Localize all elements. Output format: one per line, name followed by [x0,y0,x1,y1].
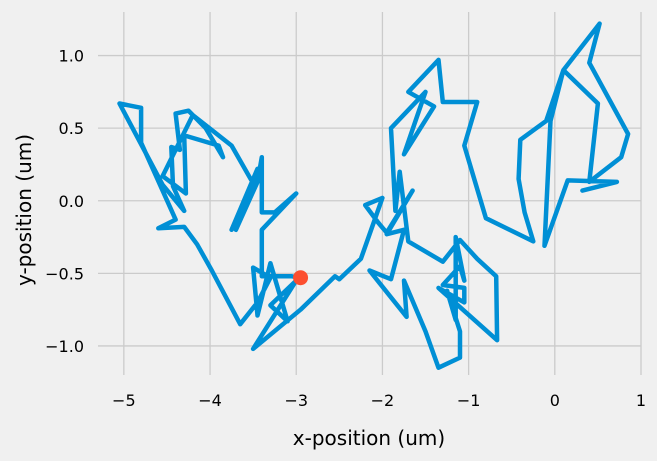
y-tick-label: 1.0 [59,47,84,66]
y-axis-ticks: −1.0 −0.5 0.0 0.5 1.0 [45,47,84,356]
x-tick-label: −1 [457,391,481,410]
x-axis-ticks: −5 −4 −3 −2 −1 0 1 [112,391,646,410]
x-axis-label: x-position (um) [293,426,445,450]
y-tick-label: −1.0 [45,337,84,356]
x-tick-label: −2 [371,391,395,410]
x-tick-label: 0 [550,391,560,410]
x-tick-label: −5 [112,391,136,410]
y-axis-label: y-position (um) [12,134,36,286]
y-tick-label: 0.5 [59,119,84,138]
y-tick-label: −0.5 [45,264,84,283]
x-tick-label: −3 [284,391,308,410]
series-layer [117,21,631,370]
y-tick-label: 0.0 [59,192,84,211]
x-tick-label: 1 [636,391,646,410]
trajectory-line [117,21,631,370]
x-tick-label: −4 [198,391,222,410]
current-position-marker [293,270,309,286]
